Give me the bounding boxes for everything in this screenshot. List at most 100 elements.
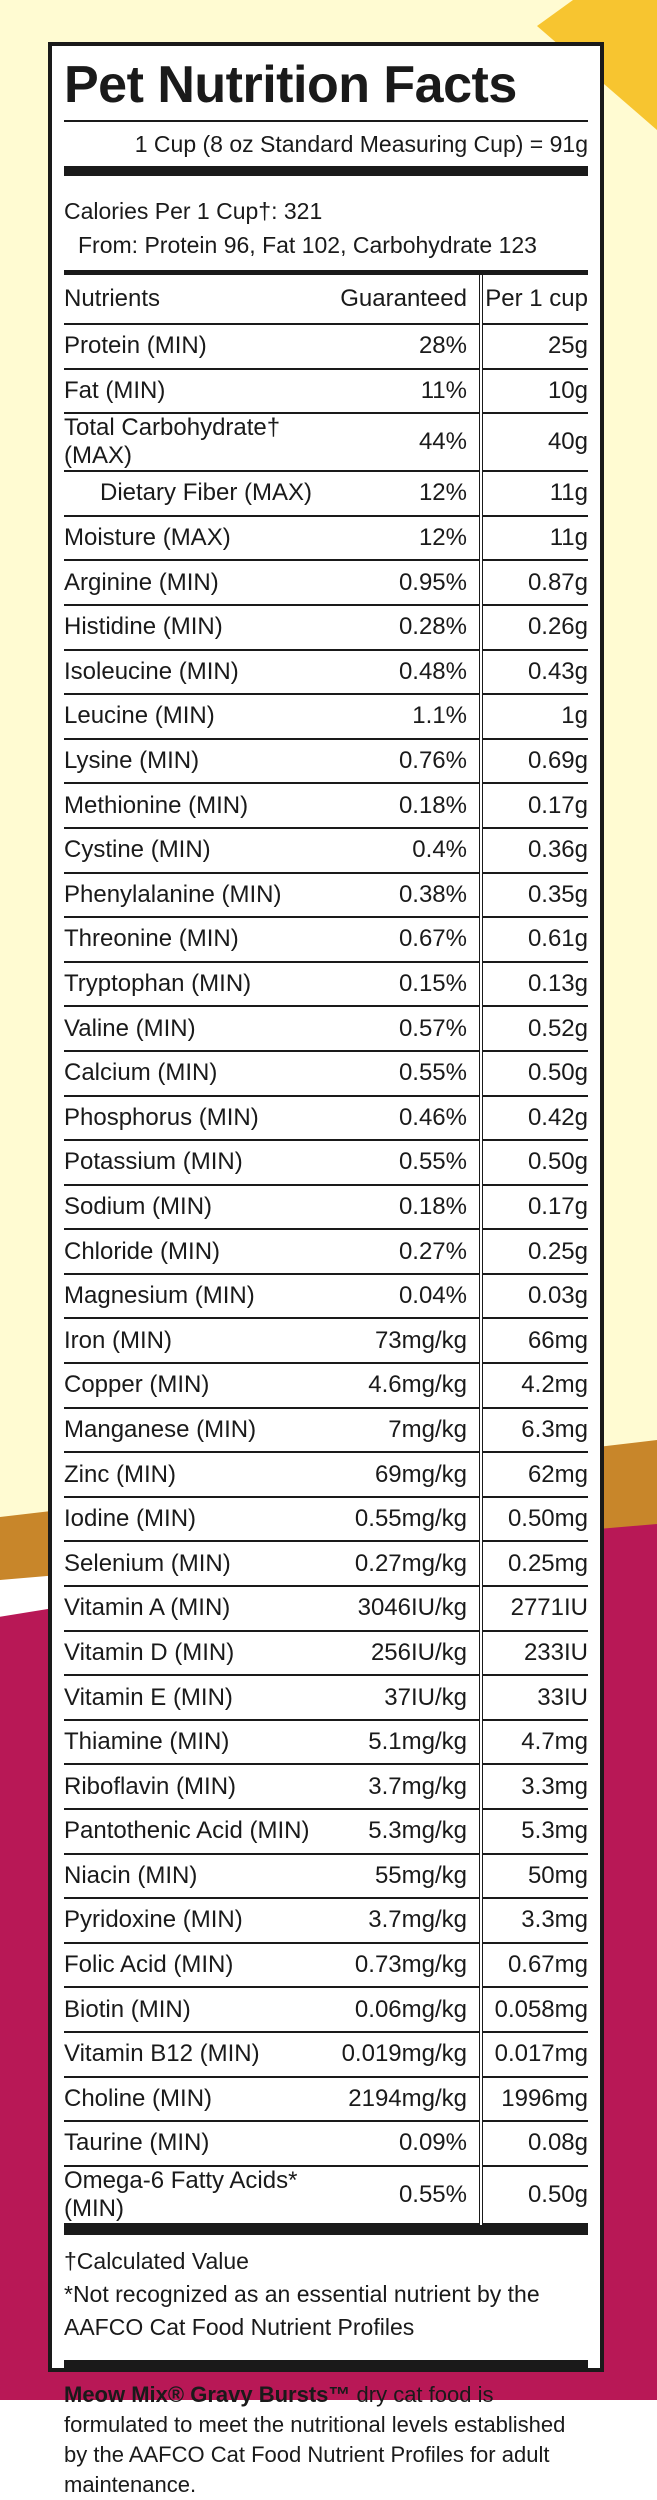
per-cup-value: 6.3mg [481,1407,588,1454]
nutrient-name: Copper (MIN) [64,1363,327,1409]
guaranteed-value: 2194mg/kg [327,2076,483,2123]
nutrient-name: Cystine (MIN) [64,827,327,874]
guaranteed-value: 256IU/kg [327,1630,483,1677]
guaranteed-value: 5.1mg/kg [327,1719,483,1766]
per-cup-value: 0.42g [481,1095,588,1142]
table-row: Niacin (MIN) 55mg/kg 50mg [64,1853,588,1900]
guaranteed-value: 44% [327,413,483,473]
nutrient-name: Moisture (MAX) [64,515,327,562]
nutrient-name: Selenium (MIN) [64,1541,327,1588]
guaranteed-value: 3.7mg/kg [327,1898,483,1944]
header-nutrients: Nutrients [64,275,327,325]
nutrient-name: Dietary Fiber (MAX) [64,471,327,517]
nutrient-name: Isoleucine (MIN) [64,649,327,696]
table-row: Moisture (MAX) 12% 11g [64,515,588,562]
table-row: Manganese (MIN) 7mg/kg 6.3mg [64,1407,588,1454]
nutrient-name: Calcium (MIN) [64,1050,327,1097]
per-cup-value: 1g [481,694,588,740]
per-cup-value: 0.50g [481,2165,588,2225]
nutrient-name: Vitamin E (MIN) [64,1675,327,1721]
nutrient-name: Vitamin B12 (MIN) [64,2031,327,2078]
guaranteed-value: 4.6mg/kg [327,1363,483,1409]
footnote-star-line-1: *Not recognized as an essential nutrient… [64,2280,540,2307]
table-row: Chloride (MIN) 0.27% 0.25g [64,1229,588,1275]
table-row: Threonine (MIN) 0.67% 0.61g [64,917,588,963]
panel-title: Pet Nutrition Facts [64,50,588,122]
guaranteed-value: 0.4% [327,827,483,874]
table-row: Total Carbohydrate† (MAX) 44% 40g [64,413,588,473]
per-cup-value: 0.13g [481,961,588,1008]
table-row: Potassium (MIN) 0.55% 0.50g [64,1140,588,1186]
nutrient-name: Manganese (MIN) [64,1407,327,1454]
per-cup-value: 0.35g [481,872,588,919]
per-cup-value: 0.67mg [481,1942,588,1989]
nutrient-name: Phenylalanine (MIN) [64,872,327,919]
table-row: Lysine (MIN) 0.76% 0.69g [64,738,588,785]
table-row: Cystine (MIN) 0.4% 0.36g [64,827,588,874]
nutrient-name: Pyridoxine (MIN) [64,1898,327,1944]
per-cup-value: 0.25g [481,1229,588,1275]
guaranteed-value: 0.27% [327,1229,483,1275]
guaranteed-value: 0.04% [327,1273,483,1320]
nutrient-rows: Protein (MIN) 28% 25g Fat (MIN) 11% 10g Total … [64,324,588,2225]
table-row: Zinc (MIN) 69mg/kg 62mg [64,1452,588,1498]
table-row: Magnesium (MIN) 0.04% 0.03g [64,1273,588,1320]
nutrient-name: Total Carbohydrate† (MAX) [64,413,327,473]
table-row: Vitamin B12 (MIN) 0.019mg/kg 0.017mg [64,2031,588,2078]
per-cup-value: 3.3mg [481,1898,588,1944]
table-row: Copper (MIN) 4.6mg/kg 4.2mg [64,1363,588,1409]
nutrient-name: Thiamine (MIN) [64,1719,327,1766]
table-row: Calcium (MIN) 0.55% 0.50g [64,1050,588,1097]
table-row: Taurine (MIN) 0.09% 0.08g [64,2121,588,2167]
nutrient-name: Histidine (MIN) [64,604,327,651]
per-cup-value: 0.61g [481,917,588,963]
table-header-row: Nutrients Guaranteed Per 1 cup [64,275,588,325]
guaranteed-value: 0.18% [327,1184,483,1231]
nutrient-name: Niacin (MIN) [64,1853,327,1900]
per-cup-value: 0.26g [481,604,588,651]
footnote-calculated: †Calculated Value [64,2247,249,2274]
per-cup-value: 0.17g [481,783,588,829]
per-cup-value: 2771IU [481,1586,588,1632]
per-cup-value: 0.17g [481,1184,588,1231]
nutrient-name: Zinc (MIN) [64,1452,327,1498]
guaranteed-value: 0.15% [327,961,483,1008]
table-row: Vitamin A (MIN) 3046IU/kg 2771IU [64,1586,588,1632]
nutrient-name: Vitamin A (MIN) [64,1586,327,1632]
nutrient-name: Vitamin D (MIN) [64,1630,327,1677]
table-row: Dietary Fiber (MAX) 12% 11g [64,471,588,517]
per-cup-value: 0.017mg [481,2031,588,2078]
table-row: Vitamin E (MIN) 37IU/kg 33IU [64,1675,588,1721]
thick-divider [64,166,588,176]
per-cup-value: 0.03g [481,1273,588,1320]
guaranteed-value: 0.95% [327,560,483,606]
per-cup-value: 62mg [481,1452,588,1498]
guaranteed-value: 3.7mg/kg [327,1764,483,1810]
aafco-statement: Meow Mix® Gravy Bursts™ dry cat food is … [64,2370,588,2500]
per-cup-value: 0.43g [481,649,588,696]
guaranteed-value: 0.06mg/kg [327,1987,483,2033]
per-cup-value: 11g [481,471,588,517]
per-cup-value: 50mg [481,1853,588,1900]
table-row: Histidine (MIN) 0.28% 0.26g [64,604,588,651]
guaranteed-value: 55mg/kg [327,1853,483,1900]
guaranteed-value: 69mg/kg [327,1452,483,1498]
nutrient-name: Arginine (MIN) [64,560,327,606]
guaranteed-value: 3046IU/kg [327,1586,483,1632]
nutrient-name: Threonine (MIN) [64,917,327,963]
per-cup-value: 0.52g [481,1006,588,1052]
nutrient-name: Fat (MIN) [64,368,327,415]
guaranteed-value: 0.18% [327,783,483,829]
calories-line: Calories Per 1 Cup†: 321 [64,198,323,224]
guaranteed-value: 73mg/kg [327,1318,483,1365]
header-per-cup: Per 1 cup [481,275,588,325]
per-cup-value: 0.50g [481,1050,588,1097]
guaranteed-value: 7mg/kg [327,1407,483,1454]
guaranteed-value: 0.27mg/kg [327,1541,483,1588]
per-cup-value: 0.25mg [481,1541,588,1588]
table-row: Vitamin D (MIN) 256IU/kg 233IU [64,1630,588,1677]
guaranteed-value: 0.55mg/kg [327,1496,483,1543]
table-row: Fat (MIN) 11% 10g [64,368,588,415]
per-cup-value: 1996mg [481,2076,588,2123]
per-cup-value: 4.2mg [481,1363,588,1409]
